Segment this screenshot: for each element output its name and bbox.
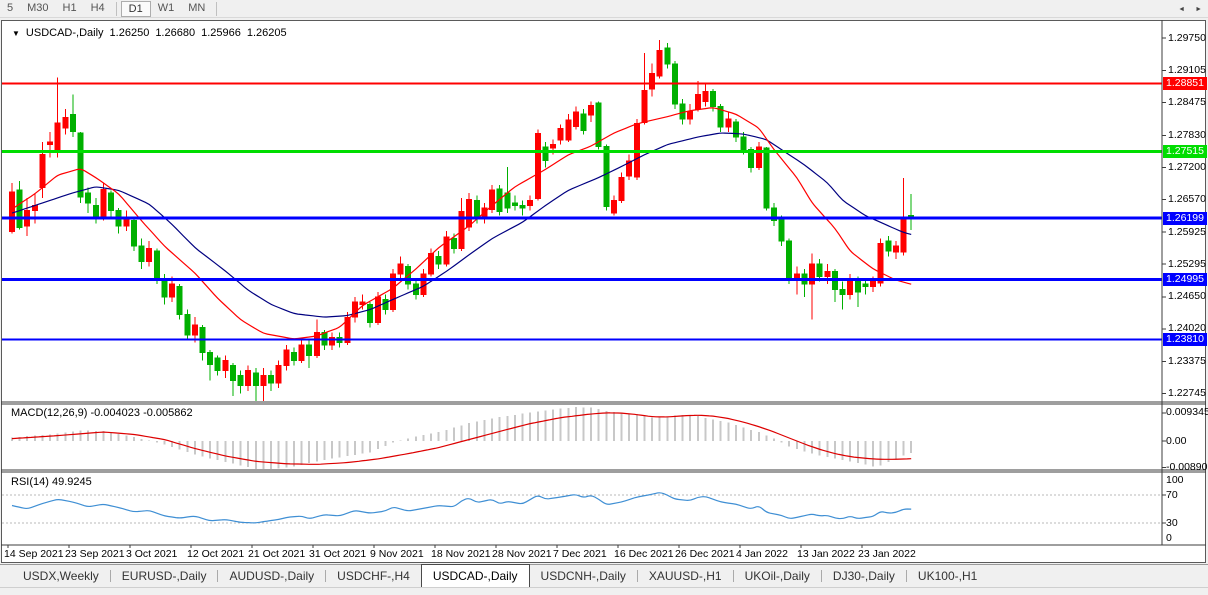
- macd-axis-label: 0.009345: [1166, 406, 1208, 419]
- chart-open-value: 1.26250: [109, 27, 150, 39]
- tab-separator: [820, 570, 822, 582]
- chart-close-value: 1.26205: [246, 27, 287, 39]
- chart-tab-usdcad-daily[interactable]: USDCAD-,Daily: [420, 564, 530, 587]
- chart-title: ▼ USDCAD-,Daily 1.26250 1.26680 1.25966 …: [12, 27, 287, 39]
- price-axis-label: 1.29105: [1168, 64, 1206, 77]
- date-axis-label: 23 Sep 2021: [65, 548, 125, 560]
- price-axis-label: 1.23375: [1168, 355, 1206, 368]
- date-axis-label: 31 Oct 2021: [309, 548, 367, 560]
- chart-tab-eurusd-daily[interactable]: EURUSD-,Daily: [121, 569, 207, 583]
- price-level-badge: 1.27515: [1163, 144, 1207, 158]
- date-axis-label: 13 Jan 2022: [797, 548, 855, 560]
- tab-separator: [636, 570, 638, 582]
- toolbar-separator: [216, 1, 218, 16]
- price-axis-label: 1.29750: [1168, 31, 1206, 44]
- timeframe-button-d1[interactable]: D1: [120, 0, 151, 17]
- candles-group: [9, 40, 915, 401]
- tab-separator: [217, 570, 219, 582]
- macd-histogram: [11, 407, 913, 469]
- tab-separator: [325, 570, 327, 582]
- date-axis-label: 28 Nov 2021: [492, 548, 552, 560]
- ma-fast-line: [11, 107, 912, 340]
- rsi-line: [11, 492, 912, 524]
- date-axis-label: 3 Oct 2021: [126, 548, 178, 560]
- chart-tab-audusd-daily[interactable]: AUDUSD-,Daily: [229, 569, 315, 583]
- tab-separator: [732, 570, 734, 582]
- chart-tab-uk100-h1[interactable]: UK100-,H1: [917, 569, 978, 583]
- chart-tab-dj30-daily[interactable]: DJ30-,Daily: [832, 569, 895, 583]
- rsi-axis-label: 30: [1166, 516, 1178, 529]
- price-axis-label: 1.22745: [1168, 387, 1206, 400]
- chart-tab-ukoil-daily[interactable]: UKOil-,Daily: [744, 569, 810, 583]
- timeframe-button-h4[interactable]: H4: [90, 1, 105, 14]
- chart-low-value: 1.25966: [201, 27, 241, 39]
- macd-axis-label: -0.008902: [1166, 461, 1208, 474]
- price-axis-label: 1.24020: [1168, 322, 1206, 335]
- rsi-axis-label: 100: [1166, 473, 1184, 486]
- price-level-badge: 1.28851: [1163, 77, 1207, 91]
- price-axis-label: 1.25925: [1168, 225, 1206, 238]
- timeframe-button-m30[interactable]: M30: [27, 1, 49, 14]
- collapse-indicator-icon[interactable]: ▼: [12, 28, 20, 38]
- date-axis-label: 18 Nov 2021: [431, 548, 491, 560]
- tab-scroll-right-icon[interactable]: ►: [1195, 6, 1202, 13]
- chart-tab-bar: USDX,Weekly EURUSD-,Daily AUDUSD-,Daily USD…: [0, 564, 1208, 587]
- chart-tab-usdchf-h4[interactable]: USDCHF-,H4: [337, 569, 410, 583]
- price-axis-label: 1.27830: [1168, 128, 1206, 141]
- date-axis-label: 4 Jan 2022: [736, 548, 788, 560]
- rsi-axis-label: 0: [1166, 531, 1172, 544]
- rsi-indicator-label: RSI(14) 49.9245: [11, 476, 92, 488]
- price-axis-label: 1.28475: [1168, 96, 1206, 109]
- date-axis-label: 23 Jan 2022: [858, 548, 916, 560]
- timeframe-button-5[interactable]: 5: [7, 1, 14, 14]
- price-level-badge: 1.26199: [1163, 211, 1207, 225]
- date-axis-label: 21 Oct 2021: [248, 548, 306, 560]
- timeframe-toolbar: 5 M30 H1 H4 D1 W1 MN: [0, 0, 1208, 18]
- chart-tab-xauusd-h1[interactable]: XAUUSD-,H1: [648, 569, 722, 583]
- price-axis-label: 1.26570: [1168, 192, 1206, 205]
- macd-axis-label: 0.00: [1166, 434, 1187, 447]
- price-level-badge: 1.24995: [1163, 272, 1207, 286]
- rsi-axis-label: 70: [1166, 488, 1178, 501]
- chart-tab-usdcnh-daily[interactable]: USDCNH-,Daily: [540, 569, 626, 583]
- price-level-badge: 1.23810: [1163, 333, 1207, 346]
- date-axis-label: 26 Dec 2021: [675, 548, 735, 560]
- macd-indicator-label: MACD(12,26,9) -0.004023 -0.005862: [11, 407, 193, 419]
- tab-scroll-left-icon[interactable]: ◄: [1178, 6, 1186, 13]
- date-axis-label: 7 Dec 2021: [553, 548, 607, 560]
- date-axis-label: 16 Dec 2021: [614, 548, 674, 560]
- tab-scroll-buttons: ◄ ►: [1178, 6, 1202, 13]
- price-axis-label: 1.24650: [1168, 290, 1206, 303]
- tab-separator: [905, 570, 907, 582]
- date-axis-label: 9 Nov 2021: [370, 548, 424, 560]
- chart-canvas[interactable]: [0, 20, 1208, 565]
- timeframe-button-mn[interactable]: MN: [188, 1, 206, 14]
- price-axis-label: 1.27200: [1168, 160, 1206, 173]
- price-axis-label: 1.25295: [1168, 257, 1206, 270]
- chart-symbol-label: USDCAD-,Daily: [25, 27, 104, 39]
- chart-high-value: 1.26680: [155, 27, 196, 39]
- timeframe-button-w1[interactable]: W1: [157, 1, 175, 14]
- date-axis-label: 12 Oct 2021: [187, 548, 245, 560]
- macd-signal-line: [11, 412, 912, 465]
- tab-separator: [109, 570, 111, 582]
- status-bar: [0, 587, 1208, 595]
- timeframe-button-h1[interactable]: H1: [62, 1, 77, 14]
- toolbar-separator: [115, 1, 117, 16]
- chart-tab-usdx-weekly[interactable]: USDX,Weekly: [23, 569, 99, 583]
- date-axis-label: 14 Sep 2021: [4, 548, 64, 560]
